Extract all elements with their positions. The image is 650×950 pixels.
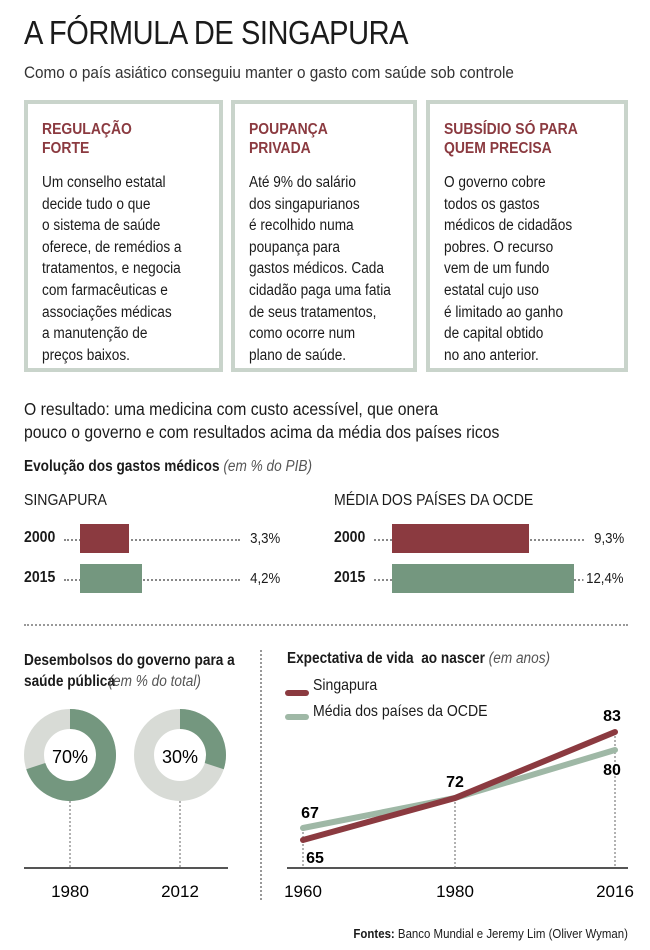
box-body: Até 9% do salário dos singapurianos é re… — [249, 174, 391, 364]
donut-slice — [26, 709, 116, 801]
line-series-singapura — [300, 729, 618, 843]
bar-leader-line — [64, 579, 240, 581]
box-regulation: REGULAÇÃO FORTE Um conselho estatal deci… — [24, 100, 223, 372]
bar-year-label: 2000 — [24, 529, 56, 546]
source-text: Banco Mundial e Jeremy Lim (Oliver Wyman… — [394, 926, 628, 941]
box-body: O governo cobre todos os gastos médicos … — [444, 174, 573, 364]
donut-year-label: 1980 — [51, 882, 89, 901]
bar-unit: (em % do PIB) — [223, 458, 313, 475]
line-chart-title: Expectativa de vida ao nascer (em anos) — [287, 650, 550, 668]
bar — [80, 524, 129, 553]
line-x-tick: 1980 — [436, 882, 474, 901]
bar-year-label: 2015 — [334, 569, 366, 586]
box-savings: POUPANÇA PRIVADA Até 9% do salário dos s… — [231, 100, 417, 372]
line-unit: (em anos) — [488, 650, 551, 667]
line-point-label: 65 — [306, 850, 324, 867]
separator — [24, 624, 628, 626]
source-label: Fontes: — [353, 926, 395, 941]
line-point-label: 83 — [603, 708, 621, 725]
source: Fontes: Banco Mundial e Jeremy Lim (Oliv… — [353, 926, 628, 941]
donut-title-text: Desembolsos do governo para a saúde públ… — [24, 652, 235, 690]
donut-slice — [179, 709, 226, 770]
line-title-text: Expectativa de vida ao nascer — [287, 650, 485, 667]
page-title: A FÓRMULA DE SINGAPURA — [24, 14, 409, 51]
donut-value-label: 70% — [52, 747, 88, 767]
donut-year-label: 2012 — [161, 882, 199, 901]
box-heading: POUPANÇA PRIVADA — [249, 121, 328, 157]
bar-group-label: SINGAPURA — [24, 492, 107, 509]
bar-chart-title: Evolução dos gastos médicos (em % do PIB… — [24, 458, 312, 476]
box-heading: SUBSÍDIO SÓ PARA QUEM PRECISA — [444, 121, 578, 157]
bar-value-label: 12,4% — [583, 570, 624, 587]
box-body: Um conselho estatal decide tudo o que o … — [42, 174, 182, 364]
bar — [392, 524, 529, 553]
subtitle: Como o país asiático conseguiu manter o … — [24, 63, 514, 82]
legend-singapura: Singapura — [313, 677, 378, 694]
bar — [80, 564, 142, 593]
bar — [392, 564, 575, 593]
vertical-divider — [260, 650, 262, 900]
legend-ocde: Média dos países da OCDE — [313, 703, 488, 720]
donut-value-label: 30% — [162, 747, 198, 767]
bar-group-label: MÉDIA DOS PAÍSES DA OCDE — [334, 492, 534, 509]
line-point-label: 80 — [603, 762, 621, 779]
bar-leader-line — [64, 539, 240, 541]
line-point-label: 72 — [446, 774, 464, 791]
line-x-tick: 1960 — [284, 882, 322, 901]
line-point-label: 67 — [301, 805, 319, 822]
result-text: O resultado: uma medicina com custo aces… — [24, 399, 500, 442]
bar-title-text: Evolução dos gastos médicos — [24, 458, 220, 475]
donut-unit: (em % do total) — [108, 673, 201, 690]
donut-chart-title: Desembolsos do governo para a saúde públ… — [24, 650, 257, 692]
bar-year-label: 2015 — [24, 569, 56, 586]
line-x-tick: 2016 — [596, 882, 634, 901]
bar-value-label: 4,2% — [247, 570, 280, 587]
box-heading: REGULAÇÃO FORTE — [42, 121, 132, 157]
box-subsidy: SUBSÍDIO SÓ PARA QUEM PRECISA O governo … — [426, 100, 628, 372]
bar-value-label: 3,3% — [247, 530, 280, 547]
bar-year-label: 2000 — [334, 529, 366, 546]
bar-value-label: 9,3% — [591, 530, 624, 547]
